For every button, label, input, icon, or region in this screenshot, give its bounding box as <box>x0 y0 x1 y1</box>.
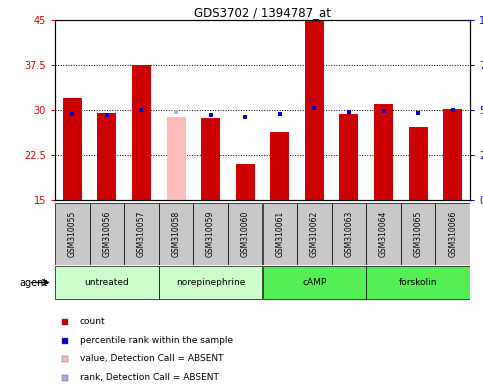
Text: GSM310066: GSM310066 <box>448 211 457 257</box>
Bar <box>63 98 82 200</box>
Text: GSM310063: GSM310063 <box>344 211 354 257</box>
Text: GSM310055: GSM310055 <box>68 211 77 257</box>
Text: value, Detection Call = ABSENT: value, Detection Call = ABSENT <box>80 354 223 363</box>
Text: GSM310058: GSM310058 <box>171 211 181 257</box>
Bar <box>374 104 393 200</box>
Bar <box>262 203 297 265</box>
Text: norepinephrine: norepinephrine <box>176 278 245 287</box>
Text: GSM310060: GSM310060 <box>241 211 250 257</box>
Bar <box>401 203 435 265</box>
Text: GSM310064: GSM310064 <box>379 211 388 257</box>
Bar <box>297 203 332 265</box>
Bar <box>435 203 470 265</box>
Text: GSM310062: GSM310062 <box>310 211 319 257</box>
Title: GDS3702 / 1394787_at: GDS3702 / 1394787_at <box>194 6 331 19</box>
Text: GSM310056: GSM310056 <box>102 211 112 257</box>
Bar <box>193 203 228 265</box>
Text: cAMP: cAMP <box>302 278 327 287</box>
Bar <box>98 113 116 200</box>
Text: GSM310065: GSM310065 <box>413 211 423 257</box>
Bar <box>262 266 366 299</box>
Text: percentile rank within the sample: percentile rank within the sample <box>80 336 233 345</box>
Bar <box>332 203 366 265</box>
Text: GSM310059: GSM310059 <box>206 211 215 257</box>
Bar <box>409 127 427 200</box>
Bar <box>366 203 401 265</box>
Bar <box>55 203 89 265</box>
Bar <box>366 266 470 299</box>
Bar <box>228 203 262 265</box>
Bar <box>55 266 159 299</box>
Text: count: count <box>80 317 105 326</box>
Bar <box>236 164 255 200</box>
Bar <box>167 117 185 200</box>
Text: rank, Detection Call = ABSENT: rank, Detection Call = ABSENT <box>80 373 218 382</box>
Bar <box>270 132 289 200</box>
Bar <box>159 266 262 299</box>
Text: untreated: untreated <box>85 278 129 287</box>
Bar <box>159 203 193 265</box>
Bar <box>340 114 358 200</box>
Bar <box>443 109 462 200</box>
Text: GSM310061: GSM310061 <box>275 211 284 257</box>
Text: forskolin: forskolin <box>399 278 438 287</box>
Bar <box>132 65 151 200</box>
Text: agent: agent <box>19 278 48 288</box>
Bar <box>305 20 324 200</box>
Bar <box>201 118 220 200</box>
Bar <box>89 203 124 265</box>
Bar <box>124 203 159 265</box>
Text: GSM310057: GSM310057 <box>137 211 146 257</box>
